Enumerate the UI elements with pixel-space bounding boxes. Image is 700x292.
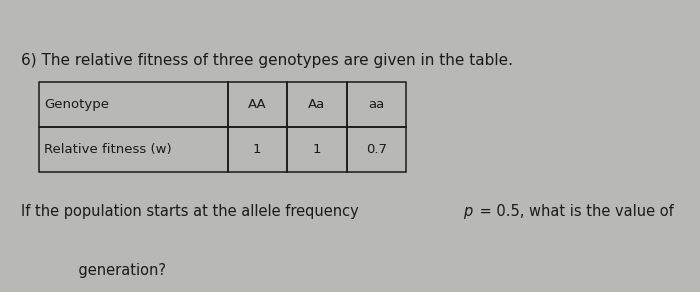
Text: 0.7: 0.7: [366, 143, 387, 156]
Text: p: p: [463, 204, 472, 219]
Text: 1: 1: [253, 143, 262, 156]
Bar: [38, 82, 228, 127]
Bar: [228, 82, 287, 127]
Text: aa: aa: [368, 98, 384, 111]
Text: If the population starts at the allele frequency: If the population starts at the allele f…: [21, 204, 363, 219]
Text: = 0.5, what is the value of: = 0.5, what is the value of: [475, 204, 678, 219]
Text: Relative fitness (w): Relative fitness (w): [44, 143, 172, 156]
Bar: [287, 82, 346, 127]
Bar: [287, 127, 346, 172]
Text: 1: 1: [312, 143, 321, 156]
Text: 6) The relative fitness of three genotypes are given in the table.: 6) The relative fitness of three genotyp…: [21, 53, 513, 67]
Text: Genotype: Genotype: [44, 98, 109, 111]
Bar: [346, 127, 406, 172]
Text: generation?: generation?: [60, 263, 165, 278]
Bar: [228, 127, 287, 172]
Text: AA: AA: [248, 98, 267, 111]
Bar: [346, 82, 406, 127]
Text: Aa: Aa: [308, 98, 326, 111]
Bar: [38, 127, 228, 172]
